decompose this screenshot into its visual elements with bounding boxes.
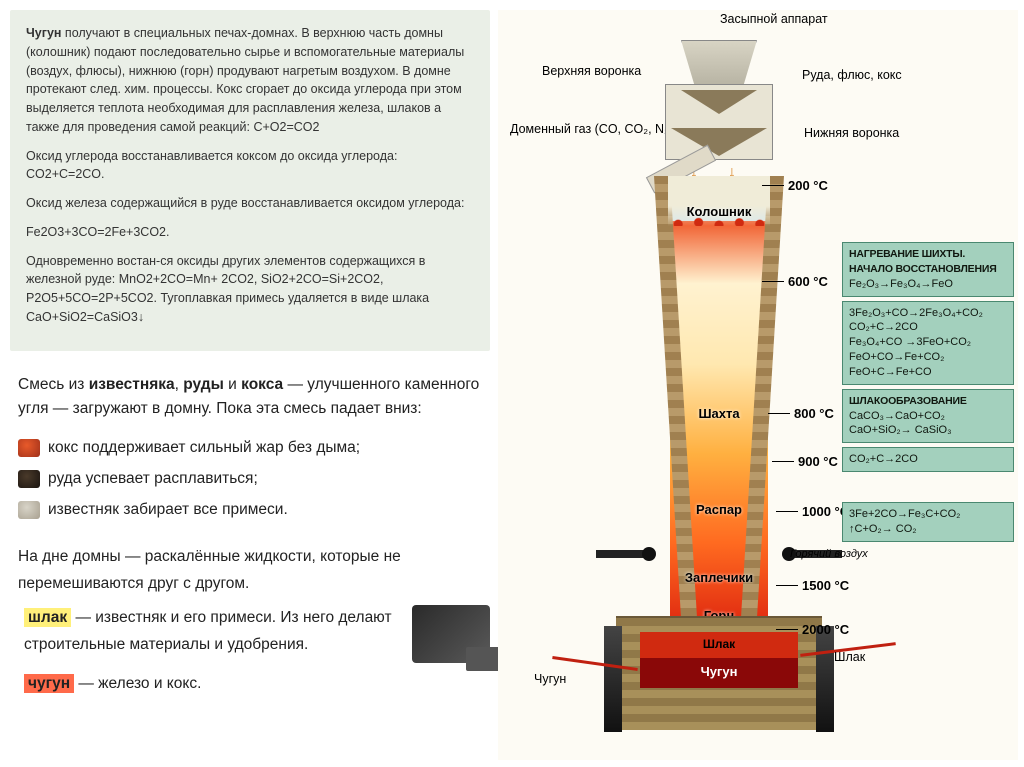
rxn-box-1: 3Fe₂O₃+CO→2Fe₃O₄+CO₂ CO₂+C→2CO Fe₃O₄+CO … — [842, 301, 1014, 385]
rxn-box-3: CO₂+C→2CO — [842, 447, 1014, 472]
iron-out-label: Чугун — [534, 672, 566, 686]
zone-shahta: Шахта — [698, 406, 739, 421]
para-3: Оксид железа содержащийся в руде восстан… — [26, 194, 474, 213]
para-4: Fe2O3+3CO=2Fe+3CO2. — [26, 223, 474, 242]
rxn-box-2: ШЛАКООБРАЗОВАНИЕCaCO₃→CaO+CO₂CaO+SiO₂→ C… — [842, 389, 1014, 444]
temp-1: 600 °C — [788, 274, 828, 289]
hot-air-label: Горячий воздух — [790, 548, 868, 560]
furnace-diagram: Засыпной аппарат Верхняя воронка Руда, ф… — [498, 10, 1018, 760]
para-5: Одновременно востан-ся оксиды других эле… — [26, 252, 474, 327]
slag-out-label: Шлак — [834, 650, 865, 664]
rxn-box-4: 3Fe+2CO→Fe₃C+CO₂↑C+O₂→ CO₂ — [842, 502, 1014, 542]
para-1: Чугун получают в специальных печах-домна… — [26, 24, 474, 137]
rxn-box-0: НАГРЕВАНИЕ ШИХТЫ. НАЧАЛО ВОССТАНОВЛЕНИЯF… — [842, 242, 1014, 297]
bullet-limestone: известняк забирает все примеси. — [18, 498, 490, 523]
slag-layer: Шлак — [640, 632, 798, 658]
bottom-text: На дне домны — раскалённые жидкости, кот… — [18, 544, 490, 697]
hearth: Шлак Чугун — [616, 616, 822, 730]
support-left — [604, 626, 622, 732]
iron-def: чугун — железо и кокс. — [24, 671, 490, 697]
bottom-line1: На дне домны — раскалённые жидкости, кот… — [18, 544, 490, 597]
temp-2: 800 °C — [794, 406, 834, 421]
temp-6: 2000 °C — [802, 622, 849, 637]
temp-0: 200 °C — [788, 178, 828, 193]
zone-raspar: Распар — [696, 502, 742, 517]
furnace-body: Колошник Шахта Распар Заплечики Горн — [654, 176, 784, 624]
support-right — [816, 626, 834, 732]
temp-5: 1500 °C — [802, 578, 849, 593]
temp-3: 900 °C — [798, 454, 838, 469]
upper-cone — [681, 90, 757, 114]
iron-layer: Чугун — [640, 658, 798, 688]
hopper-top — [681, 40, 757, 86]
slag-highlight: шлак — [24, 608, 71, 627]
slag-def: шлак — известняк и его примеси. Из него … — [24, 605, 490, 663]
mix-intro: Смесь из известняка, руды и кокса — улуч… — [18, 373, 490, 423]
product-image-icon — [412, 605, 490, 663]
mix-section: Смесь из известняка, руды и кокса — улуч… — [10, 373, 490, 698]
bullet-ore: руда успевает расплавиться; — [18, 467, 490, 492]
iron-highlight: чугун — [24, 674, 74, 693]
callout-gas: Доменный газ (CO, CO₂, N₂) — [510, 122, 614, 137]
limestone-icon — [18, 501, 40, 519]
zone-zaplechiki: Заплечики — [685, 570, 753, 585]
para-2: Оксид углерода восстанавливается коксом … — [26, 147, 474, 185]
tuyere-left — [596, 550, 652, 558]
reaction-column: НАГРЕВАНИЕ ШИХТЫ. НАЧАЛО ВОССТАНОВЛЕНИЯF… — [842, 242, 1014, 546]
ore-icon — [18, 470, 40, 488]
description-box: Чугун получают в специальных печах-домна… — [10, 10, 490, 351]
bullet-coke: кокс поддерживает сильный жар без дыма; — [18, 436, 490, 461]
lower-cone — [671, 128, 767, 156]
zone-koloshnik: Колошник — [687, 204, 752, 219]
coke-icon — [18, 439, 40, 457]
